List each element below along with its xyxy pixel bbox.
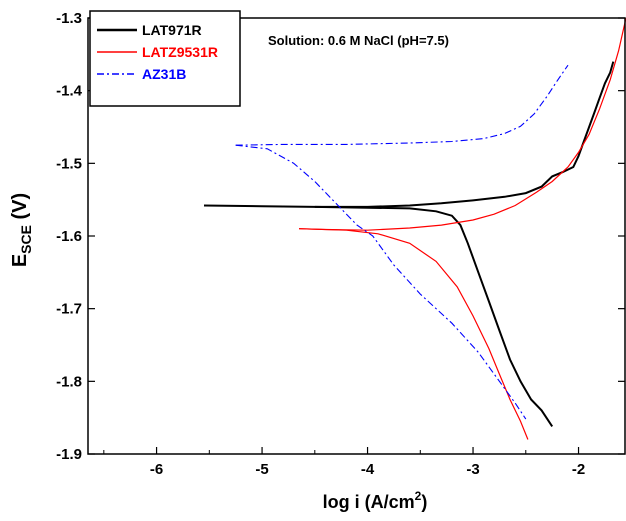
y-tick-label: -1.5 <box>56 155 82 172</box>
series-line-lat971r <box>203 61 615 208</box>
plot-layer <box>203 17 626 440</box>
x-axis-title-main: log i (A/cm <box>323 492 415 512</box>
x-axis-title-end: ) <box>421 492 427 512</box>
y-tick-label: -1.9 <box>56 446 82 463</box>
legend-box <box>89 10 241 107</box>
y-axis-title-main: E <box>9 254 31 267</box>
y-tick-label: -1.8 <box>56 373 82 390</box>
y-axis-title: ESCE (V) <box>9 193 34 267</box>
x-tick-label: -6 <box>150 461 163 478</box>
series-line-az31b <box>235 64 569 146</box>
series-line-lat971r <box>314 205 554 427</box>
x-tick-label: -5 <box>255 461 268 478</box>
y-axis-title-sub: SCE <box>18 225 34 254</box>
legend: LAT971R LATZ9531R AZ31B <box>89 10 241 107</box>
y-tick-label: -1.3 <box>56 10 82 27</box>
series-line-latz9531r <box>298 228 529 440</box>
x-axis-title-sup: 2 <box>415 489 422 503</box>
series-line-az31b <box>235 144 527 420</box>
y-axis-title-end: (V) <box>9 193 31 225</box>
series-line-latz9531r <box>298 17 626 231</box>
legend-label-az31b: AZ31B <box>142 66 186 82</box>
y-tick-label: -1.4 <box>56 83 83 100</box>
ticks-layer: -6 -5 -4 -3 -2 -1.9 -1.8 -1.7 -1.6 -1.5 -1.4 -1.3 <box>56 10 625 478</box>
legend-label-latz9531r: LATZ9531R <box>142 44 218 60</box>
y-tick-label: -1.6 <box>56 228 82 245</box>
x-tick-label: -4 <box>361 461 375 478</box>
x-tick-label: -3 <box>466 461 479 478</box>
x-tick-label: -2 <box>572 461 585 478</box>
legend-label-lat971r: LAT971R <box>142 22 202 38</box>
x-axis-title: log i (A/cm2) <box>323 489 428 512</box>
solution-annotation: Solution: 0.6 M NaCl (pH=7.5) <box>268 33 449 48</box>
y-tick-label: -1.7 <box>56 301 82 318</box>
